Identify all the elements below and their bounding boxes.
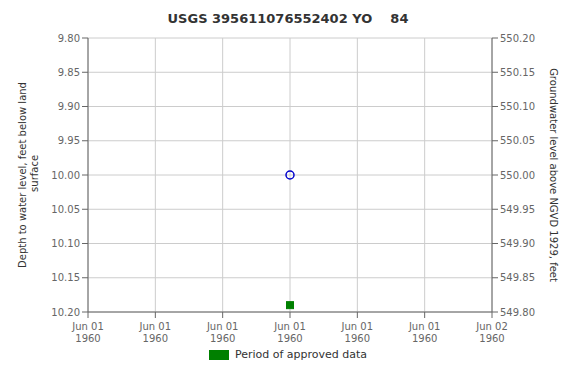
svg-text:550.20: 550.20 (500, 33, 535, 44)
svg-text:9.90: 9.90 (58, 101, 80, 112)
svg-text:Depth to water level, feet bel: Depth to water level, feet below land su… (17, 82, 40, 268)
html-text:USGS 395611076552402 YO 84: USGS 395611076552402 YO 84 (167, 11, 409, 26)
svg-text:550.00: 550.00 (500, 170, 535, 181)
svg-text:550.05: 550.05 (500, 135, 535, 146)
svg-text:549.80: 549.80 (500, 307, 535, 318)
svg-text:549.85: 549.85 (500, 272, 535, 283)
svg-text:Jun 011960: Jun 011960 (273, 321, 306, 344)
svg-text:Jun 011960: Jun 011960 (206, 321, 239, 344)
svg-text:550.15: 550.15 (500, 67, 535, 78)
svg-text:9.80: 9.80 (58, 33, 80, 44)
svg-text:549.95: 549.95 (500, 204, 535, 215)
svg-text:Jun 011960: Jun 011960 (341, 321, 374, 344)
svg-text:Groundwater level above NGVD 1: Groundwater level above NGVD 1929, feet (548, 68, 559, 282)
svg-text:Jun 021960: Jun 021960 (475, 321, 508, 344)
svg-text:10.20: 10.20 (51, 307, 80, 318)
svg-text:10.10: 10.10 (51, 238, 80, 249)
svg-text:Jun 011960: Jun 011960 (139, 321, 172, 344)
svg-text:Jun 011960: Jun 011960 (71, 321, 104, 344)
html-text:Period of approved data: Period of approved data (234, 348, 368, 361)
svg-text:Jun 011960: Jun 011960 (408, 321, 441, 344)
svg-text:9.85: 9.85 (58, 67, 80, 78)
svg-text:9.95: 9.95 (58, 135, 80, 146)
svg-text:10.00: 10.00 (51, 170, 80, 181)
svg-text:550.10: 550.10 (500, 101, 535, 112)
svg-text:10.15: 10.15 (51, 272, 80, 283)
svg-text:549.90: 549.90 (500, 238, 535, 249)
svg-text:10.05: 10.05 (51, 204, 80, 215)
